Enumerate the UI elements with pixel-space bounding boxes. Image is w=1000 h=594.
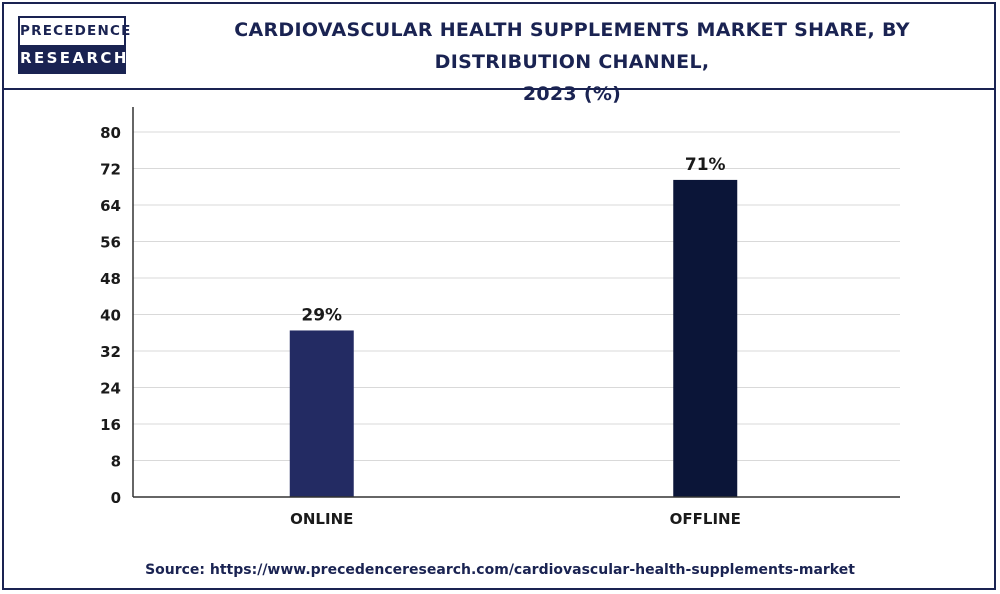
y-tick-label: 56 [100,234,121,252]
y-tick-label: 32 [100,343,121,361]
data-label: 71% [685,155,726,175]
y-tick-label: 24 [100,380,121,398]
x-tick-label: OFFLINE [670,510,741,528]
bar-online [289,330,354,497]
y-tick-label: 64 [100,197,121,215]
header: PRECEDENCE RESEARCH CARDIOVASCULAR HEALT… [4,4,994,105]
bar-offline [673,179,738,497]
y-tick-label: 80 [100,124,121,142]
y-tick-label: 72 [100,161,121,179]
x-tick-label: ONLINE [290,510,353,528]
data-label: 29% [301,305,342,325]
chart-title: CARDIOVASCULAR HEALTH SUPPLEMENTS MARKET… [154,14,990,110]
y-tick-label: 0 [111,489,121,507]
chart-title-line-1: CARDIOVASCULAR HEALTH SUPPLEMENTS MARKET… [234,19,910,73]
brand-logo: PRECEDENCE RESEARCH [18,16,130,74]
source-note: Source: https://www.precedenceresearch.c… [145,562,855,578]
y-tick-label: 16 [100,416,121,434]
y-tick-label: 40 [100,307,121,325]
logo-bottom-text: RESEARCH [20,45,126,72]
y-tick-label: 8 [111,453,121,471]
logo-top-text: PRECEDENCE [20,18,130,45]
y-tick-label: 48 [100,270,121,288]
chart-title-line-2: 2023 (%) [522,83,622,105]
